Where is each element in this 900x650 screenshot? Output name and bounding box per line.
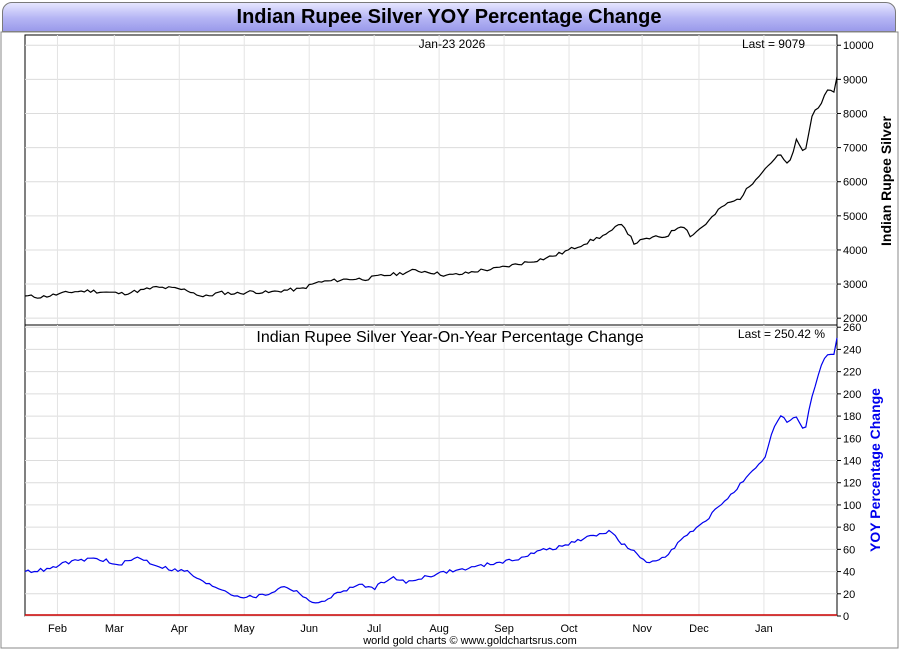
- yoy-y-tick-label: 160: [843, 433, 861, 445]
- yoy-y-tick-label: 180: [843, 411, 861, 423]
- yoy-y-tick-label: 80: [843, 522, 855, 534]
- yoy-series-line: [24, 337, 838, 604]
- yoy-y-axis-label: YOY Percentage Change: [867, 388, 883, 552]
- yoy-plot-area: [24, 324, 838, 617]
- price-y-tick-label: 2000: [843, 313, 867, 325]
- footer-credit: world gold charts © www.goldchartsrus.co…: [362, 635, 577, 647]
- price-y-ticks: 2000 3000 4000 5000 6000 7000 8000 9000 10000: [837, 40, 874, 325]
- x-month-label: Feb: [48, 623, 67, 635]
- yoy-y-tick-label: 220: [843, 367, 861, 379]
- yoy-y-tick-label: 60: [843, 544, 855, 556]
- price-y-tick-label: 9000: [843, 74, 867, 86]
- price-y-tick-label: 8000: [843, 108, 867, 120]
- x-axis-month-labels: Feb Mar Apr May Jun Jul Aug Sep Oct Nov Dec Jan: [48, 623, 773, 635]
- x-month-label: Dec: [689, 623, 709, 635]
- x-month-label: Mar: [105, 623, 124, 635]
- yoy-y-tick-label: 100: [843, 500, 861, 512]
- yoy-y-tick-label: 120: [843, 478, 861, 490]
- yoy-y-tick-label: 200: [843, 389, 861, 401]
- price-gridlines: [25, 35, 837, 325]
- price-panel: 2000 3000 4000 5000 6000 7000 8000 9000 10000 Ja…: [24, 34, 894, 326]
- price-header-date: Jan-23 2026: [419, 37, 486, 51]
- price-y-tick-label: 5000: [843, 211, 867, 223]
- price-plot-area: [24, 34, 838, 326]
- x-month-label: Nov: [632, 623, 652, 635]
- price-y-axis-label: Indian Rupee Silver: [878, 115, 894, 245]
- chart-title: Indian Rupee Silver YOY Percentage Chang…: [2, 2, 896, 32]
- price-y-tick-label: 10000: [843, 40, 874, 52]
- x-month-label: Aug: [429, 623, 449, 635]
- price-y-tick-label: 3000: [843, 279, 867, 291]
- price-series-line: [24, 76, 838, 299]
- yoy-y-ticks: 0 20 40 60 80 100 120 140 160 180 200 220 240 260: [837, 322, 861, 623]
- yoy-y-tick-label: 20: [843, 589, 855, 601]
- yoy-last-label: Last = 250.42 %: [738, 327, 825, 341]
- x-month-label: May: [234, 623, 255, 635]
- yoy-y-tick-label: 240: [843, 344, 861, 356]
- yoy-y-tick-label: 40: [843, 567, 855, 579]
- x-month-label: Apr: [171, 623, 188, 635]
- yoy-y-tick-label: 140: [843, 456, 861, 468]
- yoy-panel: 0 20 40 60 80 100 120 140 160 180 200 220 240 260 Ind…: [24, 322, 883, 623]
- x-month-label: Jan: [755, 623, 773, 635]
- x-month-label: Jul: [367, 623, 381, 635]
- price-y-tick-label: 7000: [843, 143, 867, 155]
- yoy-y-tick-label: 0: [843, 611, 849, 623]
- price-last-label: Last = 9079: [742, 37, 805, 51]
- price-y-tick-label: 4000: [843, 245, 867, 257]
- yoy-y-tick-label: 260: [843, 322, 861, 334]
- x-month-label: Sep: [494, 623, 514, 635]
- yoy-gridlines: [25, 325, 837, 617]
- outer-border: [0, 31, 899, 649]
- x-month-label: Jun: [300, 623, 318, 635]
- price-y-tick-label: 6000: [843, 177, 867, 189]
- x-month-label: Oct: [560, 623, 577, 635]
- yoy-panel-title: Indian Rupee Silver Year-On-Year Percent…: [256, 329, 643, 346]
